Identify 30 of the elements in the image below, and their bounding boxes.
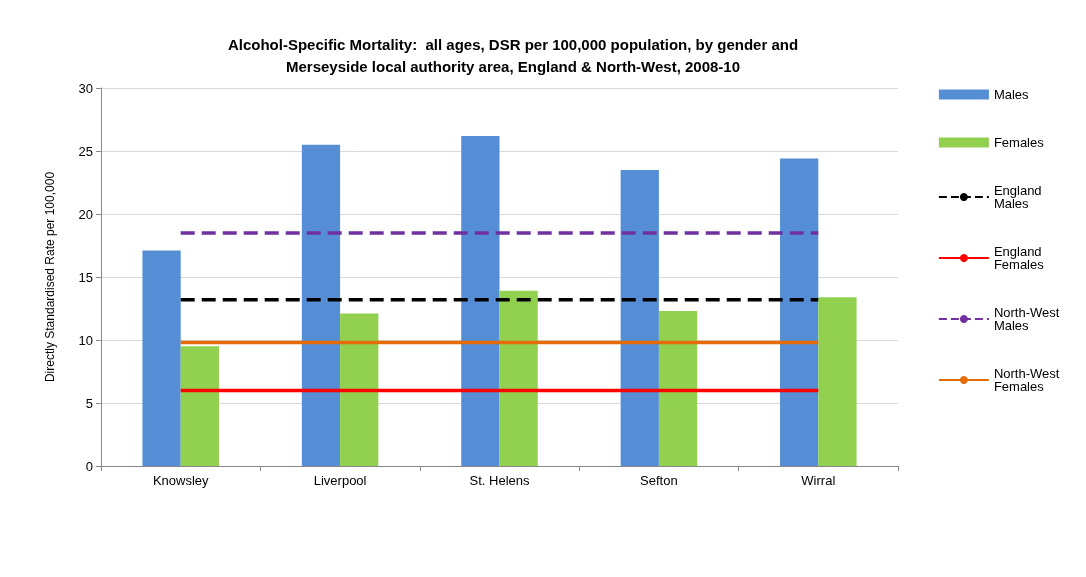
- y-tick-label: 20: [78, 206, 93, 222]
- bar: [301, 144, 341, 466]
- chart-title: Alcohol-Specific Mortality: all ages, DSR per 100,000 population, by gender and Merseyside local authority area, England & North-West, 2008-10: [227, 35, 799, 75]
- bar: [461, 135, 500, 466]
- bar: [499, 290, 538, 466]
- y-tick-label: 30: [78, 80, 93, 96]
- legend-label: England Females: [993, 244, 1046, 272]
- y-tick-label: 15: [78, 269, 93, 285]
- x-tick-label: St. Helens: [469, 473, 530, 488]
- legend-label: North-West Males: [993, 305, 1063, 333]
- x-tick-label: Wirral: [801, 473, 836, 488]
- y-tick-label: 10: [78, 332, 93, 348]
- bar: [340, 313, 379, 466]
- x-tick-label: Knowsley: [152, 473, 210, 488]
- y-tick-label: 0: [85, 458, 93, 474]
- bar: [780, 158, 819, 466]
- bar: [620, 169, 659, 466]
- legend-label: North-West Females: [993, 366, 1063, 394]
- bar: [658, 311, 698, 466]
- legend-label: Males: [993, 87, 1030, 102]
- bar: [180, 346, 219, 466]
- bar: [142, 250, 181, 466]
- y-tick-label: 5: [85, 395, 93, 411]
- y-axis-title: Directly Standardised Rate per 100,000: [43, 171, 57, 383]
- bar: [818, 297, 857, 466]
- y-tick-label: 25: [78, 143, 93, 159]
- x-tick-label: Liverpool: [313, 473, 367, 488]
- legend-label: Females: [993, 135, 1045, 150]
- legend-label: England Males: [993, 183, 1046, 211]
- x-tick-label: Sefton: [640, 473, 678, 488]
